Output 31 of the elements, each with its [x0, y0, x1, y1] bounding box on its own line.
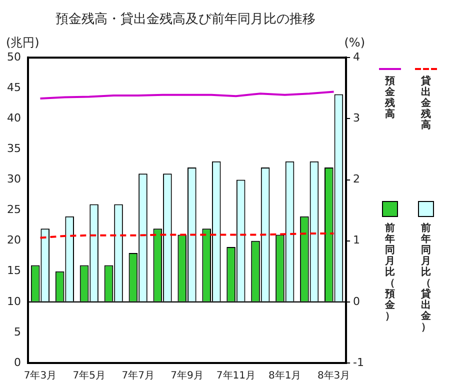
- y2-tick-label: 0: [353, 294, 360, 308]
- legend-label: 預金残高: [384, 76, 396, 120]
- x-tick-label: 7年9月: [170, 370, 204, 382]
- y-tick-label: 25: [6, 203, 21, 216]
- x-tick-label: 8年3月: [317, 370, 350, 382]
- y-tick-label: 20: [6, 234, 21, 247]
- x-tick-label: 7年11月: [216, 370, 256, 382]
- x-tick-label: 8年1月: [268, 370, 302, 382]
- y-axis-title: (兆円): [6, 36, 40, 50]
- y2-tick-label: 3: [353, 112, 360, 125]
- y-tick-label: 50: [6, 50, 21, 64]
- x-tick-label: 7年5月: [72, 370, 106, 382]
- chart-title: 預金残高・貸出金残高及び前年同月比の推移: [56, 11, 316, 28]
- y2-tick-label: 4: [353, 50, 360, 64]
- x-tick-label: 7年3月: [24, 370, 57, 382]
- y-tick-label: 10: [6, 294, 21, 308]
- y-tick-label: 15: [6, 264, 21, 278]
- y-tick-label: 0: [14, 356, 21, 369]
- legend-label: 貸出金残高: [420, 76, 432, 131]
- y2-tick-label: 1: [353, 234, 360, 247]
- y-tick-label: 35: [6, 142, 21, 156]
- text: 前年同月比（預金）: [385, 223, 395, 322]
- y2-tick-label: 2: [353, 172, 360, 186]
- y2-tick-label: -1: [353, 356, 364, 369]
- y-tick-label: 30: [6, 172, 21, 186]
- text: 前年同月比（貸出金）: [421, 223, 431, 333]
- x-tick-label: 7年7月: [122, 370, 154, 382]
- y-tick-label: 5: [14, 325, 21, 338]
- y-tick-label: 40: [6, 112, 21, 125]
- y2-axis-title: (%): [344, 36, 365, 50]
- y-tick-label: 45: [6, 81, 21, 94]
